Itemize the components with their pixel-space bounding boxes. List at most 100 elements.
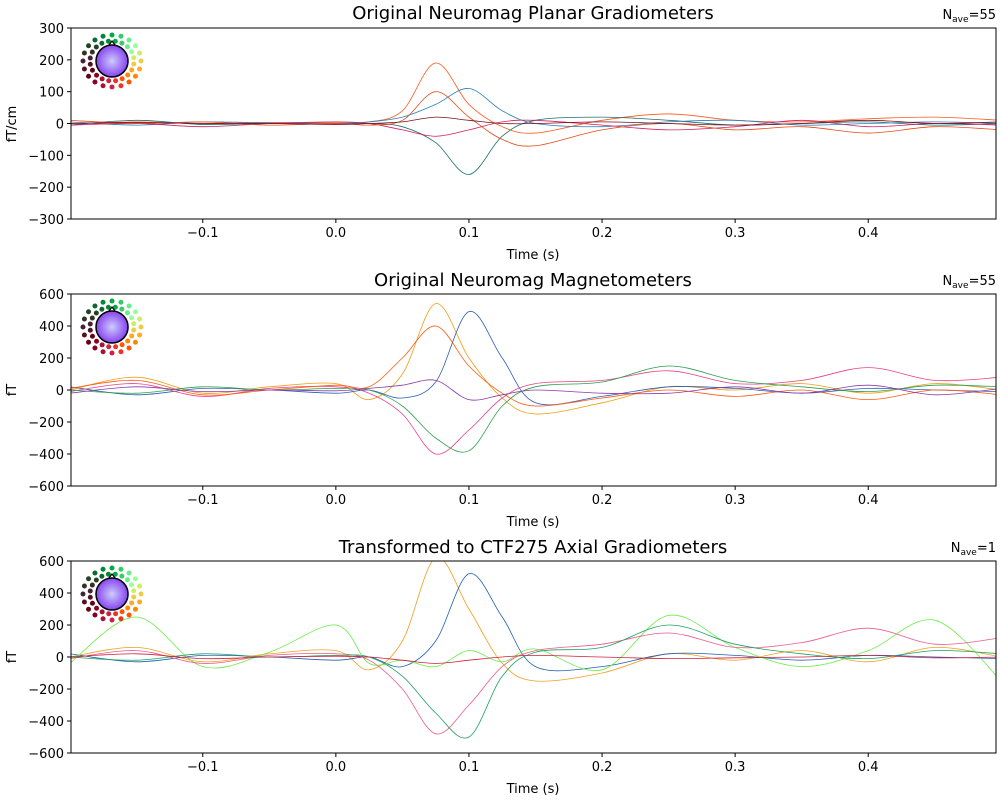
head-outline bbox=[95, 577, 129, 611]
sensor-dot bbox=[93, 310, 99, 316]
sensor-dot bbox=[126, 345, 132, 351]
sensor-dot bbox=[119, 609, 125, 615]
x-tick-label: 0.2 bbox=[592, 226, 613, 241]
sensor-dot bbox=[118, 616, 124, 622]
traces bbox=[71, 62, 996, 175]
sensor-trace bbox=[71, 119, 996, 137]
y-tick-label: 0 bbox=[56, 384, 64, 399]
sensor-dot bbox=[131, 594, 137, 600]
sensor-dot bbox=[109, 32, 115, 38]
sensor-dot bbox=[99, 342, 105, 348]
sensor-dot bbox=[138, 58, 144, 64]
sensor-dot bbox=[99, 609, 105, 615]
sensor-dot bbox=[129, 582, 135, 588]
sensor-layout-inset bbox=[80, 298, 144, 356]
y-tick-label: 400 bbox=[39, 587, 64, 602]
x-tick-label: 0.3 bbox=[725, 493, 746, 508]
sensor-dot bbox=[132, 43, 138, 49]
sensor-dot bbox=[119, 573, 125, 579]
sensor-dot bbox=[81, 316, 87, 322]
sensor-dot bbox=[109, 565, 115, 571]
x-tick-label: 0.0 bbox=[326, 226, 347, 241]
sensor-dot bbox=[86, 576, 92, 582]
sensor-dot bbox=[137, 316, 143, 322]
sensor-dot bbox=[113, 611, 119, 617]
sensor-dot bbox=[92, 303, 98, 309]
sensor-dot bbox=[105, 304, 111, 310]
sensor-dot bbox=[87, 321, 93, 327]
x-tick-label: 0.2 bbox=[592, 760, 613, 775]
sensor-dot bbox=[124, 577, 130, 583]
sensor-dot bbox=[100, 299, 106, 305]
y-tick-label: 400 bbox=[39, 320, 64, 335]
nave-annotation: Nave=55 bbox=[942, 274, 996, 291]
y-tick-label: −200 bbox=[28, 683, 64, 698]
sensor-dot bbox=[119, 306, 125, 312]
sensor-dot bbox=[132, 309, 138, 315]
sensor-dot bbox=[138, 591, 144, 597]
sensor-dot bbox=[81, 50, 87, 56]
sensor-dot bbox=[129, 600, 135, 606]
x-tick-label: −0.1 bbox=[187, 226, 219, 241]
sensor-dot bbox=[129, 49, 135, 55]
sensor-dot bbox=[100, 83, 106, 89]
sensor-dot bbox=[125, 338, 131, 344]
sensor-dot bbox=[105, 38, 111, 44]
sensor-dot bbox=[137, 599, 143, 605]
y-tick-label: 0 bbox=[56, 118, 64, 133]
sensor-dot bbox=[118, 83, 124, 89]
sensor-trace bbox=[71, 653, 996, 664]
sensor-dot bbox=[89, 49, 95, 55]
sensor-dot bbox=[118, 33, 124, 39]
sensor-dot bbox=[112, 304, 118, 310]
x-tick-label: 0.2 bbox=[592, 493, 613, 508]
x-tick-label: 0.1 bbox=[459, 760, 480, 775]
sensor-dot bbox=[129, 67, 135, 73]
sensor-dot bbox=[94, 72, 100, 78]
sensor-dot bbox=[92, 345, 98, 351]
sensor-dot bbox=[94, 605, 100, 611]
x-tick-label: 0.4 bbox=[858, 226, 879, 241]
sensor-dot bbox=[119, 342, 125, 348]
sensor-dot bbox=[129, 315, 135, 321]
nose-icon bbox=[108, 306, 116, 312]
sensor-dot bbox=[99, 573, 105, 579]
x-axis-label: Time (s) bbox=[506, 248, 560, 263]
nave-annotation: Nave=1 bbox=[951, 541, 996, 558]
sensor-dot bbox=[129, 333, 135, 339]
sensor-dot bbox=[81, 332, 87, 338]
sensor-dot bbox=[87, 61, 93, 67]
sensor-trace bbox=[71, 62, 996, 134]
y-tick-label: −600 bbox=[28, 480, 64, 495]
sensor-dot bbox=[87, 327, 93, 333]
sensor-trace bbox=[71, 379, 996, 401]
sensor-dot bbox=[113, 78, 119, 84]
y-tick-label: 600 bbox=[39, 288, 64, 303]
sensor-dot bbox=[132, 73, 138, 79]
sensor-trace bbox=[71, 561, 996, 682]
sensor-layout-inset bbox=[80, 32, 144, 90]
y-axis-label: fT bbox=[5, 651, 20, 664]
y-tick-label: −300 bbox=[28, 213, 64, 228]
y-tick-label: 100 bbox=[39, 86, 64, 101]
y-tick-label: 600 bbox=[39, 555, 64, 570]
sensor-dot bbox=[137, 332, 143, 338]
y-tick-label: −600 bbox=[28, 747, 64, 762]
sensor-dot bbox=[100, 566, 106, 572]
sensor-trace bbox=[71, 573, 996, 672]
sensor-dot bbox=[92, 79, 98, 85]
sensor-dot bbox=[99, 40, 105, 46]
traces bbox=[71, 561, 996, 739]
panel-title: Transformed to CTF275 Axial Gradiometers bbox=[338, 537, 728, 558]
sensor-trace bbox=[71, 88, 996, 128]
y-axis-label: fT bbox=[5, 384, 20, 397]
sensor-dot bbox=[112, 571, 118, 577]
sensor-dot bbox=[125, 72, 131, 78]
traces bbox=[71, 303, 996, 455]
sensor-dot bbox=[100, 33, 106, 39]
head-outline bbox=[95, 44, 129, 78]
sensor-dot bbox=[112, 38, 118, 44]
sensor-trace bbox=[71, 627, 996, 735]
